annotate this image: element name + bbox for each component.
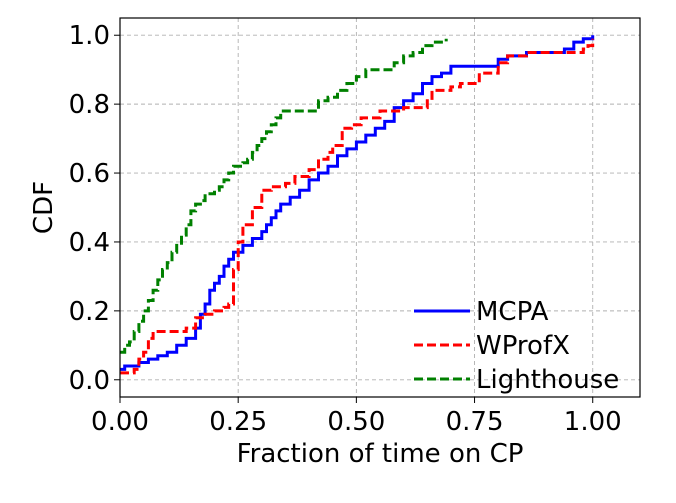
legend-label-wprofx: WProfX [476, 331, 570, 361]
y-tick-label: 0.8 [69, 90, 110, 120]
y-axis-label: CDF [29, 181, 59, 234]
x-tick-label: 0.50 [327, 407, 385, 437]
y-tick-label: 0.2 [69, 297, 110, 327]
legend: MCPA WProfX Lighthouse [414, 297, 619, 395]
legend-label-lighthouse: Lighthouse [476, 365, 619, 395]
x-axis-label: Fraction of time on CP [237, 439, 524, 469]
x-tick-label: 0.75 [446, 407, 504, 437]
plot-frame [119, 17, 641, 398]
tick-layer: 0.00 0.25 0.50 0.75 1.00 0.0 0.2 0.4 0.6 0.8 1.0 [69, 21, 622, 437]
x-tick-label: 0.00 [91, 407, 149, 437]
y-tick-label: 0.4 [69, 228, 110, 258]
series-line-wprofx [120, 38, 595, 375]
legend-label-mcpa: MCPA [476, 297, 549, 327]
y-tick-label: 0.0 [69, 366, 110, 396]
y-tick-label: 1.0 [69, 21, 110, 51]
x-tick-label: 0.25 [209, 407, 267, 437]
y-tick-label: 0.6 [69, 159, 110, 189]
series-line-lighthouse [120, 38, 448, 354]
series-line-mcpa [120, 35, 595, 371]
series-layer [120, 35, 595, 375]
x-tick-label: 1.00 [564, 407, 622, 437]
